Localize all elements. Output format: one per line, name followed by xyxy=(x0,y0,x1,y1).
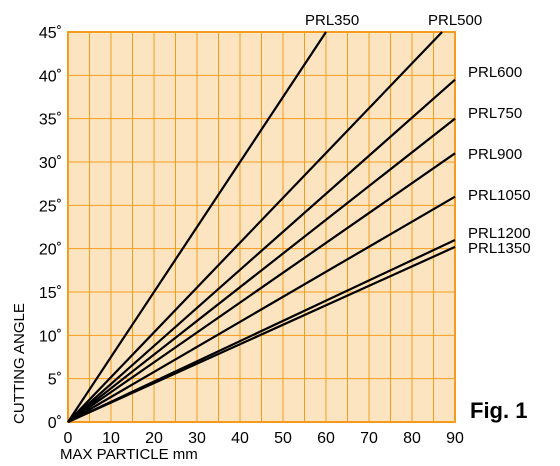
y-tick-label: 10˚ xyxy=(39,328,62,345)
y-axis-label: CUTTING ANGLE xyxy=(11,303,28,424)
x-tick-label: 90 xyxy=(446,430,464,447)
y-tick-label: 45˚ xyxy=(39,25,62,42)
series-label-prl350: PRL350 xyxy=(305,12,359,29)
series-label-prl600: PRL600 xyxy=(468,64,522,81)
series-line-prl750 xyxy=(67,117,456,423)
y-tick-label: 20˚ xyxy=(39,242,62,259)
series-label-prl1050: PRL1050 xyxy=(468,187,531,204)
series-line-prl500 xyxy=(67,31,443,423)
figure-label: Fig. 1 xyxy=(470,398,527,423)
series-lines xyxy=(67,31,456,424)
y-tick-label: 15˚ xyxy=(39,285,62,302)
x-tick-label: 10 xyxy=(102,430,120,447)
series-line-prl350 xyxy=(67,31,327,423)
plot-frame xyxy=(67,31,456,423)
y-tick-label: 30˚ xyxy=(39,155,62,172)
x-tick-label: 80 xyxy=(403,430,421,447)
x-tick-label: 0 xyxy=(64,430,73,447)
x-tick-label: 70 xyxy=(360,430,378,447)
y-tick-label: 40˚ xyxy=(39,68,62,85)
series-line-prl900 xyxy=(67,152,456,423)
y-tick-labels: 0˚ 5˚ 10˚ 15˚ 20˚ 25˚ 30˚ 35˚ 40˚ 45˚ xyxy=(39,25,62,432)
series-label-prl1350: PRL1350 xyxy=(468,240,531,257)
series-label-prl900: PRL900 xyxy=(468,146,522,163)
x-tick-label: 20 xyxy=(145,430,163,447)
x-tick-labels: 0 10 20 30 40 50 60 70 80 90 xyxy=(64,430,464,447)
x-tick-label: 60 xyxy=(317,430,335,447)
series-line-prl600 xyxy=(67,78,456,423)
series-label-prl750: PRL750 xyxy=(468,105,522,122)
series-line-prl1350 xyxy=(67,245,456,424)
y-tick-label: 35˚ xyxy=(39,112,62,129)
y-tick-label: 5˚ xyxy=(48,372,62,389)
x-tick-label: 40 xyxy=(231,430,249,447)
y-tick-label: 25˚ xyxy=(39,198,62,215)
series-label-prl500: PRL500 xyxy=(428,12,482,29)
y-tick-label: 0˚ xyxy=(48,415,62,432)
series-line-prl1050 xyxy=(67,195,456,423)
series-labels: PRL350 PRL500 PRL600 PRL750 PRL900 PRL1050 PRL… xyxy=(305,12,531,257)
x-axis-label: MAX PARTICLE mm xyxy=(60,446,198,463)
series-label-prl1200: PRL1200 xyxy=(468,225,531,242)
x-tick-label: 50 xyxy=(274,430,292,447)
x-tick-label: 30 xyxy=(188,430,206,447)
